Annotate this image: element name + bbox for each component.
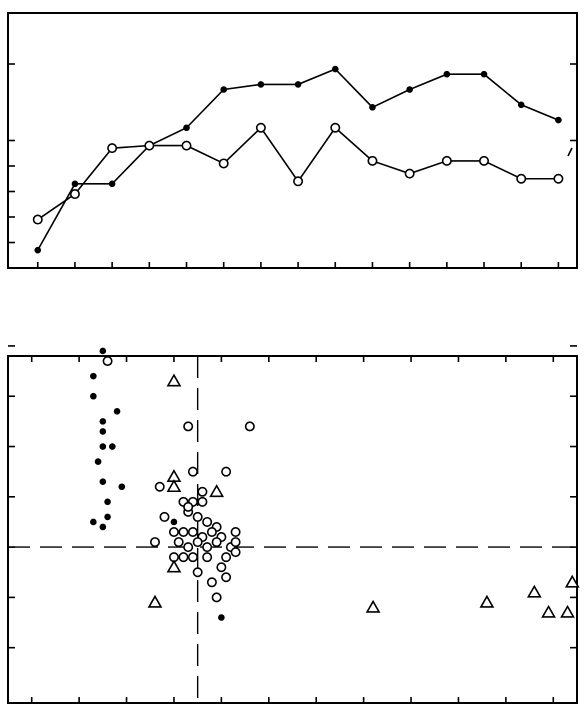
series-2-point-2 (183, 421, 194, 432)
scatter-chart (7, 345, 580, 704)
series-1-point-8 (294, 81, 302, 88)
series-1-point-6 (220, 86, 227, 93)
series-2-point-16 (168, 527, 179, 538)
series-1-point-8 (109, 443, 116, 450)
series-2-point-7 (255, 122, 266, 133)
series-3-point-1 (166, 373, 182, 387)
series-2-point-9 (330, 122, 341, 133)
series-1-point-3 (108, 180, 116, 188)
series-1-point-4 (99, 418, 107, 425)
series-1-point-7 (257, 81, 265, 88)
series-3-point-12 (564, 574, 580, 588)
series-2-point-33 (202, 552, 213, 563)
series-3-point-10 (541, 604, 556, 618)
series-3-point-11 (560, 604, 575, 618)
series-3-point-8 (479, 594, 495, 608)
series-2-point-24 (183, 542, 194, 553)
series-2-point-22 (230, 527, 241, 538)
series-1-point-11 (406, 86, 413, 93)
series-2-point-20 (206, 527, 217, 538)
series-1-point-7 (99, 443, 107, 450)
series-2-point-37 (216, 562, 227, 573)
series-3-point-7 (365, 599, 381, 613)
line-chart-frame (7, 12, 578, 269)
scatter-chart-frame (7, 355, 578, 704)
series-2-point-7 (187, 466, 198, 477)
series-2-point-27 (211, 537, 222, 548)
series-1-point-17 (218, 614, 225, 621)
series-2-point-3 (107, 143, 118, 154)
series-2-point-6 (218, 158, 229, 169)
series-2-point-23 (173, 537, 184, 548)
series-2-point-40 (211, 592, 222, 603)
series-1-point-9 (94, 458, 102, 465)
series-2-point-35 (230, 547, 241, 558)
series-2-point-10 (367, 155, 378, 166)
series-2-point-1 (32, 214, 43, 225)
series-1-point-13 (90, 518, 97, 526)
series-1-point-1 (34, 246, 42, 254)
series-2-point-4 (144, 140, 155, 151)
series-2-point-5 (159, 511, 170, 522)
series-1-point-3 (90, 392, 97, 400)
series-3-point-9 (526, 584, 542, 598)
series-2-point-14 (516, 173, 527, 184)
series-2-point-6 (149, 537, 160, 548)
series-2-point-1 (102, 356, 113, 367)
series-1-point-2 (99, 347, 107, 355)
series-3-point-4 (209, 484, 225, 498)
series-1-point-11 (118, 483, 126, 491)
series-3-point-6 (166, 559, 182, 573)
series-1-point-14 (517, 101, 525, 109)
series-2-point-15 (553, 173, 564, 184)
series-1-point-6 (99, 428, 107, 435)
series-1-point-12 (443, 70, 451, 78)
series-2-point-34 (221, 552, 232, 563)
series-2-point-13 (479, 155, 490, 166)
series-1-point-1 (90, 372, 97, 380)
series-2-point-8 (221, 466, 232, 477)
series-3-point-5 (147, 594, 163, 608)
series-2-point-5 (181, 140, 192, 151)
series-2-point-41 (183, 501, 194, 512)
series-2-point-2 (69, 189, 80, 200)
series-1-point-5 (113, 408, 121, 415)
series-2-point-29 (230, 537, 241, 548)
line-chart (7, 12, 578, 269)
series-1-point-15 (555, 116, 562, 124)
series-2-point-18 (187, 527, 198, 538)
series-2-point-14 (202, 516, 213, 527)
series-2-point-36 (192, 567, 203, 578)
series-2-point-26 (202, 542, 213, 553)
series-2-point-3 (244, 421, 255, 432)
series-2-point-32 (187, 552, 198, 563)
series-2-line (37, 126, 559, 221)
series-1-point-9 (331, 65, 339, 73)
series-2-point-25 (192, 537, 203, 548)
series-1-point-10 (369, 104, 376, 111)
series-2-point-31 (178, 552, 189, 563)
series-2-point-42 (197, 486, 208, 497)
series-2-point-17 (178, 527, 189, 538)
series-1-point-10 (99, 478, 107, 486)
series-2-point-12 (441, 155, 452, 166)
series-2-point-11 (404, 168, 415, 179)
edge-mark (567, 147, 573, 157)
series-1-point-2 (71, 180, 79, 188)
series-2-point-39 (221, 572, 232, 583)
series-1-point-14 (104, 513, 111, 521)
series-1-point-15 (99, 523, 107, 531)
series-2-point-13 (192, 511, 203, 522)
series-1-point-13 (480, 70, 488, 78)
series-1-point-5 (183, 124, 190, 132)
series-2-point-11 (197, 496, 208, 507)
series-2-point-38 (206, 577, 217, 588)
series-2-point-8 (293, 176, 304, 187)
series-2-point-4 (154, 481, 165, 492)
series-1-point-12 (104, 498, 111, 506)
series-1-point-16 (170, 518, 178, 526)
series-3-point-3 (166, 479, 182, 493)
